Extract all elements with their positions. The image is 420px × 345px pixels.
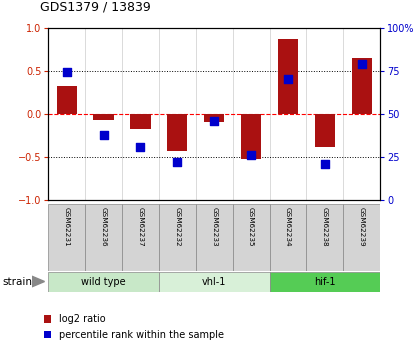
Polygon shape [32, 276, 45, 287]
Point [211, 118, 218, 124]
Text: vhl-1: vhl-1 [202, 277, 226, 286]
Bar [167, 114, 187, 151]
Text: GSM62234: GSM62234 [285, 207, 291, 247]
Text: GSM62231: GSM62231 [64, 207, 70, 247]
Point [100, 132, 107, 137]
Text: GSM62237: GSM62237 [137, 207, 144, 247]
Text: GSM62238: GSM62238 [322, 207, 328, 247]
Bar [343, 204, 380, 271]
Point [321, 161, 328, 167]
Bar [130, 114, 151, 129]
Text: GDS1379 / 13839: GDS1379 / 13839 [40, 1, 151, 14]
Bar [270, 272, 380, 292]
Bar [233, 204, 270, 271]
Bar [48, 272, 159, 292]
Text: GSM62235: GSM62235 [248, 207, 254, 247]
Bar [278, 39, 298, 114]
Bar [122, 204, 159, 271]
Bar [196, 204, 233, 271]
Bar [315, 114, 335, 147]
Text: hif-1: hif-1 [314, 277, 336, 286]
Point [248, 152, 255, 158]
Bar [270, 204, 306, 271]
Text: GSM62239: GSM62239 [359, 207, 365, 247]
Text: percentile rank within the sample: percentile rank within the sample [59, 330, 224, 339]
Text: GSM62232: GSM62232 [174, 207, 180, 247]
Bar [241, 114, 261, 159]
Point [63, 70, 70, 75]
Bar [352, 58, 372, 114]
Text: wild type: wild type [81, 277, 126, 286]
Point [174, 159, 181, 165]
Bar [57, 86, 77, 114]
Text: GSM62233: GSM62233 [211, 207, 217, 247]
Bar [159, 204, 196, 271]
Bar [85, 204, 122, 271]
Point [358, 61, 365, 67]
Bar [204, 114, 224, 122]
Bar [94, 114, 114, 120]
Point [285, 77, 291, 82]
Text: GSM62236: GSM62236 [101, 207, 107, 247]
Text: strain: strain [2, 277, 32, 286]
Point [137, 144, 144, 149]
Text: log2 ratio: log2 ratio [59, 314, 105, 324]
Bar [159, 272, 270, 292]
Bar [306, 204, 343, 271]
Bar [48, 204, 85, 271]
